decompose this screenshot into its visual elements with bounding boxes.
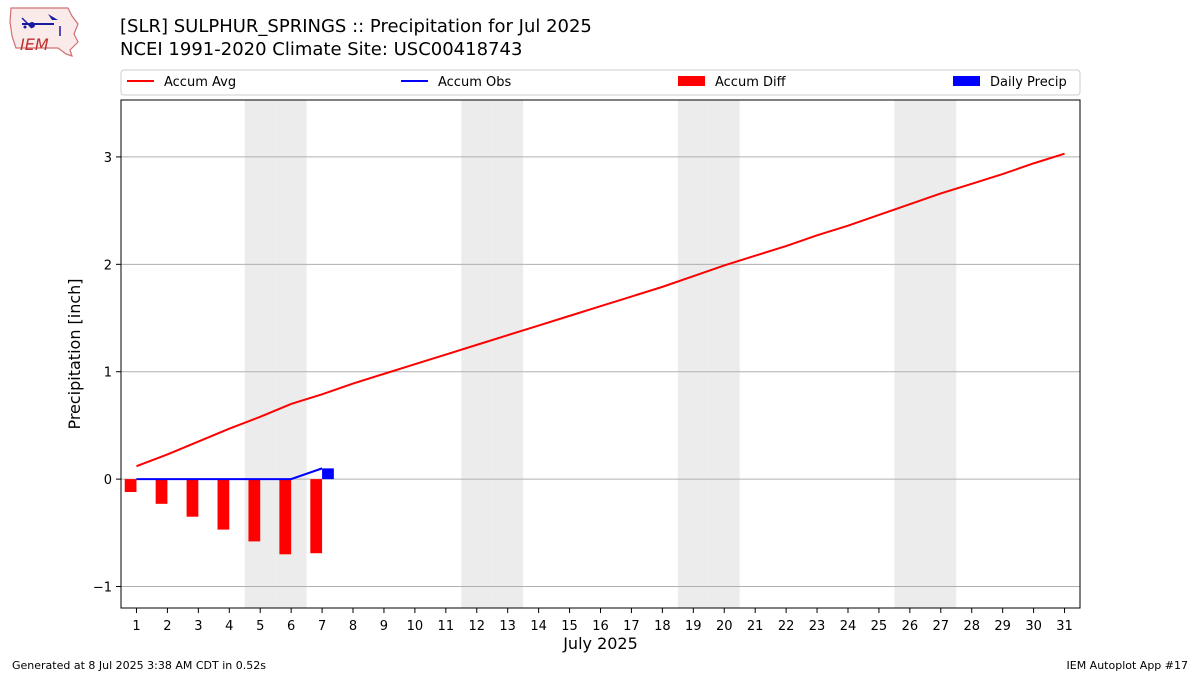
x-tick-label: 3 (194, 619, 202, 634)
x-tick-label: 13 (499, 619, 516, 634)
x-axis-label: July 2025 (562, 634, 638, 653)
x-tick-label: 16 (592, 619, 609, 634)
weekend-shade-day-12 (461, 100, 493, 608)
iem-logo-graphic: IEM (9, 7, 79, 57)
legend-label: Accum Avg (164, 75, 236, 90)
series-lines (136, 152, 1065, 481)
y-tick-label: 2 (104, 258, 112, 273)
x-tick-label: 27 (933, 619, 950, 634)
x-tick-label: 24 (840, 619, 857, 634)
x-tick-label: 26 (902, 619, 919, 634)
legend-swatch (678, 76, 705, 86)
x-tick-label: 19 (685, 619, 702, 634)
y-tick-label: 3 (104, 151, 112, 166)
y-tick-label: 1 (104, 366, 112, 381)
x-tick-label: 25 (871, 619, 888, 634)
x-tick-label: 28 (963, 619, 980, 634)
x-tick-label: 8 (349, 619, 357, 634)
y-tick-label: −1 (93, 581, 112, 596)
x-tick-label: 1 (132, 619, 140, 634)
weekend-shade-day-20 (708, 100, 740, 608)
x-tick-label: 12 (468, 619, 485, 634)
gridlines (121, 156, 1080, 588)
x-tick-label: 31 (1056, 619, 1073, 634)
iem-logo: IEM (8, 6, 80, 58)
weekend-shading (244, 100, 957, 608)
legend: Accum Avg Accum Obs Accum Diff Daily Precip (120, 69, 1081, 96)
weekend-shade-day-27 (925, 100, 957, 608)
accum-diff-bar-7 (310, 479, 323, 554)
accum-diff-bar-6 (279, 479, 292, 555)
x-tick-label: 30 (1025, 619, 1042, 634)
x-tick-label: 10 (407, 619, 424, 634)
generated-timestamp: Generated at 8 Jul 2025 3:38 AM CDT in 0… (12, 659, 266, 672)
y-tick-label: 0 (104, 473, 112, 488)
x-tick-label: 21 (747, 619, 764, 634)
chart-subtitle: NCEI 1991-2020 Climate Site: USC00418743 (120, 39, 523, 60)
bars (124, 468, 334, 555)
accum-avg-line (136, 152, 1065, 468)
x-tick-label: 4 (225, 619, 233, 634)
logo-text: IEM (20, 35, 49, 54)
legend-label: Accum Obs (438, 75, 511, 90)
x-tick-label: 5 (256, 619, 264, 634)
x-tick-label: 11 (438, 619, 455, 634)
chart-title: [SLR] SULPHUR_SPRINGS :: Precipitation f… (120, 16, 592, 37)
weekend-shade-day-19 (677, 100, 709, 608)
legend-box (120, 69, 1081, 96)
weekend-shade-day-13 (492, 100, 524, 608)
legend-swatch (953, 76, 980, 86)
weekend-shade-day-26 (894, 100, 926, 608)
x-tick-label: 6 (287, 619, 295, 634)
accum-diff-bar-2 (155, 479, 168, 504)
x-tick-label: 23 (809, 619, 826, 634)
x-tick-label: 9 (380, 619, 388, 634)
x-tick-label: 29 (994, 619, 1011, 634)
app-credit: IEM Autoplot App #17 (1066, 659, 1189, 672)
accum-diff-bar-5 (248, 479, 261, 542)
accum-diff-bar-4 (217, 479, 230, 530)
accum-obs-line (136, 467, 323, 481)
accum-diff-bar-3 (186, 479, 199, 517)
daily-precip-bar-7 (322, 468, 334, 480)
legend-label: Daily Precip (990, 75, 1067, 90)
x-tick-label: 22 (778, 619, 795, 634)
x-tick-label: 14 (530, 619, 547, 634)
x-tick-label: 7 (318, 619, 326, 634)
x-tick-label: 18 (654, 619, 671, 634)
x-tick-label: 2 (163, 619, 171, 634)
accum-diff-bar-1 (124, 479, 137, 493)
legend-label: Accum Diff (715, 75, 787, 90)
x-tick-label: 17 (623, 619, 640, 634)
x-tick-label: 15 (561, 619, 578, 634)
y-axis-label: Precipitation [inch] (65, 278, 84, 429)
x-tick-label: 20 (716, 619, 733, 634)
